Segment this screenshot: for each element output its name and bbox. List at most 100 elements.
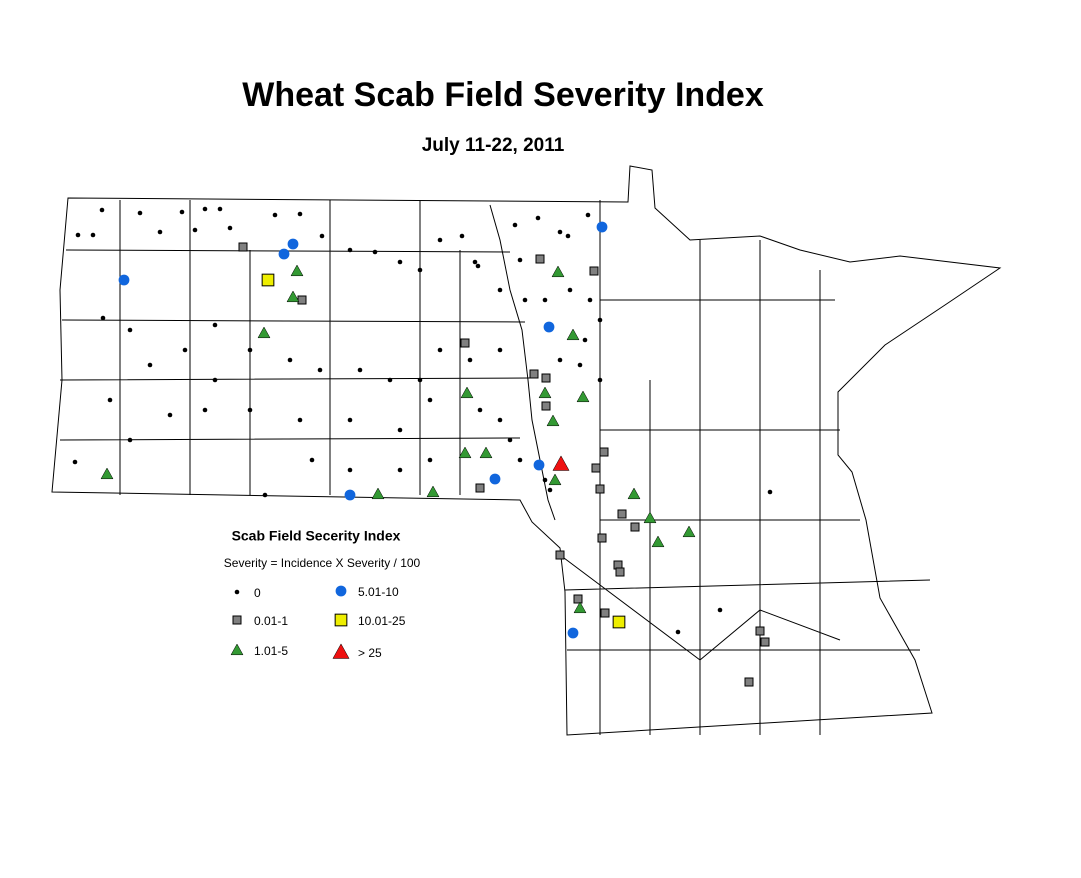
legend-title: Scab Field Secerity Index bbox=[232, 528, 401, 544]
site-square bbox=[597, 533, 607, 543]
site-square bbox=[555, 550, 565, 560]
legend-label: 1.01-5 bbox=[254, 644, 288, 658]
site-dot bbox=[99, 207, 105, 213]
site-dot bbox=[137, 210, 143, 216]
site-square bbox=[573, 594, 583, 604]
site-dot bbox=[587, 297, 593, 303]
site-dot bbox=[475, 263, 481, 269]
site-square bbox=[599, 447, 609, 457]
site-square bbox=[460, 338, 470, 348]
site-triangle bbox=[458, 446, 472, 459]
site-dot bbox=[437, 237, 443, 243]
site-dot bbox=[157, 229, 163, 235]
site-dot bbox=[75, 232, 81, 238]
site-triangle bbox=[551, 265, 565, 278]
site-triangle bbox=[290, 264, 304, 277]
site-dot bbox=[179, 209, 185, 215]
site-triangle bbox=[576, 390, 590, 403]
site-square bbox=[475, 483, 485, 493]
site-dot bbox=[297, 417, 303, 423]
site-dot bbox=[319, 233, 325, 239]
site-circle bbox=[287, 238, 299, 250]
site-dot bbox=[427, 397, 433, 403]
site-square bbox=[541, 401, 551, 411]
site-square bbox=[755, 626, 765, 636]
site-triangle bbox=[627, 487, 641, 500]
site-dot bbox=[417, 267, 423, 273]
legend-label: 10.01-25 bbox=[358, 614, 406, 628]
site-dot bbox=[717, 607, 723, 613]
site-dot bbox=[202, 206, 208, 212]
site-dot bbox=[262, 492, 268, 498]
state-outline bbox=[51, 165, 1002, 736]
site-dot bbox=[347, 417, 353, 423]
site-dot bbox=[127, 327, 133, 333]
site-square bbox=[232, 615, 242, 625]
site-dot bbox=[517, 457, 523, 463]
site-dot bbox=[512, 222, 518, 228]
site-circle bbox=[533, 459, 545, 471]
site-dot bbox=[317, 367, 323, 373]
site-circle bbox=[278, 248, 290, 260]
site-triangle bbox=[479, 446, 493, 459]
site-triangle bbox=[230, 643, 244, 656]
site-dot bbox=[459, 233, 465, 239]
site-circle bbox=[489, 473, 501, 485]
site-dot bbox=[535, 215, 541, 221]
site-square bbox=[760, 637, 770, 647]
site-dot bbox=[472, 259, 478, 265]
site-dot bbox=[517, 257, 523, 263]
map-subtitle: July 11-22, 2011 bbox=[422, 135, 565, 156]
site-dot bbox=[72, 459, 78, 465]
site-dot bbox=[227, 225, 233, 231]
site-triangle bbox=[643, 511, 657, 524]
site-dot bbox=[107, 397, 113, 403]
site-dot bbox=[247, 347, 253, 353]
site-dot bbox=[497, 347, 503, 353]
site-dot bbox=[234, 589, 240, 595]
legend-label: 0.01-1 bbox=[254, 614, 288, 628]
site-dot bbox=[565, 233, 571, 239]
site-dot bbox=[212, 322, 218, 328]
site-triangle bbox=[548, 473, 562, 486]
site-dot bbox=[387, 377, 393, 383]
site-square bbox=[541, 373, 551, 383]
site-square bbox=[617, 509, 627, 519]
site-dot bbox=[147, 362, 153, 368]
site-dot bbox=[497, 417, 503, 423]
site-dot bbox=[437, 347, 443, 353]
site-dot bbox=[542, 297, 548, 303]
site-dot bbox=[287, 357, 293, 363]
site-square bbox=[630, 522, 640, 532]
site-square bbox=[591, 463, 601, 473]
site-dot bbox=[557, 357, 563, 363]
site-dot bbox=[542, 477, 548, 483]
site-dot bbox=[547, 487, 553, 493]
site-dot bbox=[417, 377, 423, 383]
site-dot bbox=[357, 367, 363, 373]
site-dot bbox=[202, 407, 208, 413]
site-square bbox=[589, 266, 599, 276]
site-triangle bbox=[552, 455, 570, 471]
site-circle bbox=[335, 585, 347, 597]
site-dot bbox=[477, 407, 483, 413]
site-dot bbox=[577, 362, 583, 368]
site-square bbox=[600, 608, 610, 618]
site-triangle bbox=[426, 485, 440, 498]
site-dot bbox=[397, 259, 403, 265]
site-triangle bbox=[682, 525, 696, 538]
site-dot bbox=[397, 467, 403, 473]
site-square bbox=[744, 677, 754, 687]
legend-formula: Severity = Incidence X Severity / 100 bbox=[224, 556, 421, 570]
site-square bbox=[535, 254, 545, 264]
site-dot bbox=[597, 377, 603, 383]
site-triangle bbox=[460, 386, 474, 399]
site-triangle bbox=[538, 386, 552, 399]
site-dot bbox=[597, 317, 603, 323]
site-triangle bbox=[100, 467, 114, 480]
legend-label: 0 bbox=[254, 586, 261, 600]
site-square bbox=[595, 484, 605, 494]
site-square bbox=[238, 242, 248, 252]
map-title: Wheat Scab Field Severity Index bbox=[242, 76, 764, 114]
